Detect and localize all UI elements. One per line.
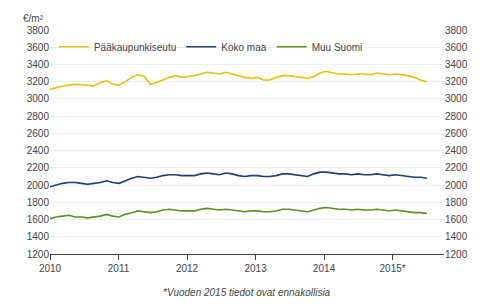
svg-text:2200: 2200 [27,162,50,173]
svg-text:2010: 2010 [39,263,62,274]
svg-text:2600: 2600 [27,128,50,139]
svg-text:3800: 3800 [27,25,50,36]
svg-text:3200: 3200 [27,76,50,87]
svg-text:1600: 1600 [445,214,468,225]
svg-text:€/m²: €/m² [23,13,44,24]
svg-text:1400: 1400 [27,231,50,242]
svg-text:Muu Suomi: Muu Suomi [312,42,363,53]
svg-text:*Vuoden 2015 tiedot ovat ennak: *Vuoden 2015 tiedot ovat ennakollisia [163,287,331,298]
svg-text:2400: 2400 [445,145,468,156]
svg-text:2013: 2013 [244,263,267,274]
svg-text:3000: 3000 [27,93,50,104]
svg-text:2000: 2000 [445,180,468,191]
svg-text:1800: 1800 [445,197,468,208]
svg-text:3000: 3000 [445,93,468,104]
svg-text:1600: 1600 [27,214,50,225]
svg-text:2800: 2800 [27,111,50,122]
svg-text:3600: 3600 [27,42,50,53]
svg-text:Pääkaupunkiseutu: Pääkaupunkiseutu [94,42,176,53]
svg-text:2000: 2000 [27,180,50,191]
svg-text:2400: 2400 [27,145,50,156]
svg-text:3800: 3800 [445,25,468,36]
svg-text:2200: 2200 [445,162,468,173]
svg-text:1200: 1200 [27,249,50,260]
svg-text:2800: 2800 [445,111,468,122]
svg-text:2600: 2600 [445,128,468,139]
svg-text:1200: 1200 [445,249,468,260]
svg-text:2015*: 2015* [380,263,406,274]
svg-text:3600: 3600 [445,42,468,53]
svg-text:2011: 2011 [108,263,130,274]
svg-text:2012: 2012 [176,263,199,274]
svg-text:1400: 1400 [445,231,468,242]
svg-text:3400: 3400 [445,59,468,70]
svg-text:Koko maa: Koko maa [221,42,266,53]
svg-text:2014: 2014 [313,263,336,274]
svg-text:3400: 3400 [27,59,50,70]
svg-text:3200: 3200 [445,76,468,87]
svg-text:1800: 1800 [27,197,50,208]
